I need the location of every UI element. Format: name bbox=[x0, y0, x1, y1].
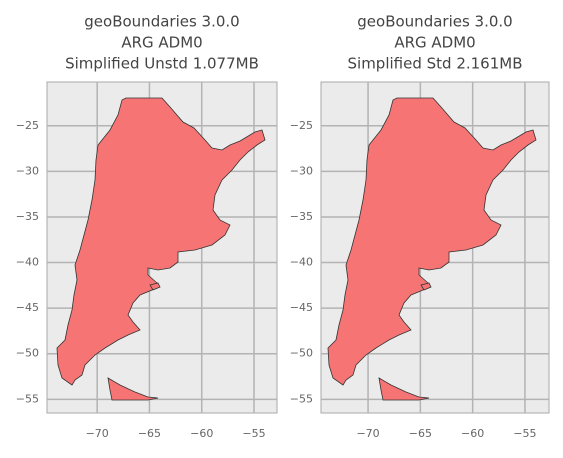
x-tick-label: −70 bbox=[356, 427, 379, 440]
x-tick-label: −60 bbox=[461, 427, 484, 440]
chart-title: ARG ADM0 bbox=[394, 34, 475, 52]
x-tick-label: −55 bbox=[513, 427, 536, 440]
x-tick-label: −65 bbox=[409, 427, 432, 440]
y-tick-label: −40 bbox=[290, 256, 313, 269]
chart-title: geoBoundaries 3.0.0 bbox=[357, 13, 512, 31]
y-tick-label: −55 bbox=[16, 392, 39, 405]
y-tick-label: −40 bbox=[16, 256, 39, 269]
y-tick-label: −50 bbox=[290, 347, 313, 360]
y-tick-label: −35 bbox=[16, 210, 39, 223]
y-tick-label: −35 bbox=[290, 210, 313, 223]
chart-title: ARG ADM0 bbox=[121, 34, 202, 52]
chart-title: Simplified Std 2.161MB bbox=[348, 55, 523, 73]
y-tick-label: −50 bbox=[16, 347, 39, 360]
y-tick-label: −30 bbox=[290, 164, 313, 177]
x-tick-label: −70 bbox=[86, 427, 109, 440]
y-tick-label: −55 bbox=[290, 392, 313, 405]
x-tick-label: −55 bbox=[242, 427, 265, 440]
x-tick-label: −60 bbox=[190, 427, 213, 440]
y-tick-label: −25 bbox=[290, 119, 313, 132]
y-tick-label: −30 bbox=[16, 164, 39, 177]
y-tick-label: −45 bbox=[290, 301, 313, 314]
x-tick-label: −65 bbox=[138, 427, 161, 440]
chart-title: Simplified Unstd 1.077MB bbox=[65, 55, 259, 73]
y-tick-label: −45 bbox=[16, 301, 39, 314]
chart-title: geoBoundaries 3.0.0 bbox=[84, 13, 239, 31]
y-tick-label: −25 bbox=[16, 119, 39, 132]
